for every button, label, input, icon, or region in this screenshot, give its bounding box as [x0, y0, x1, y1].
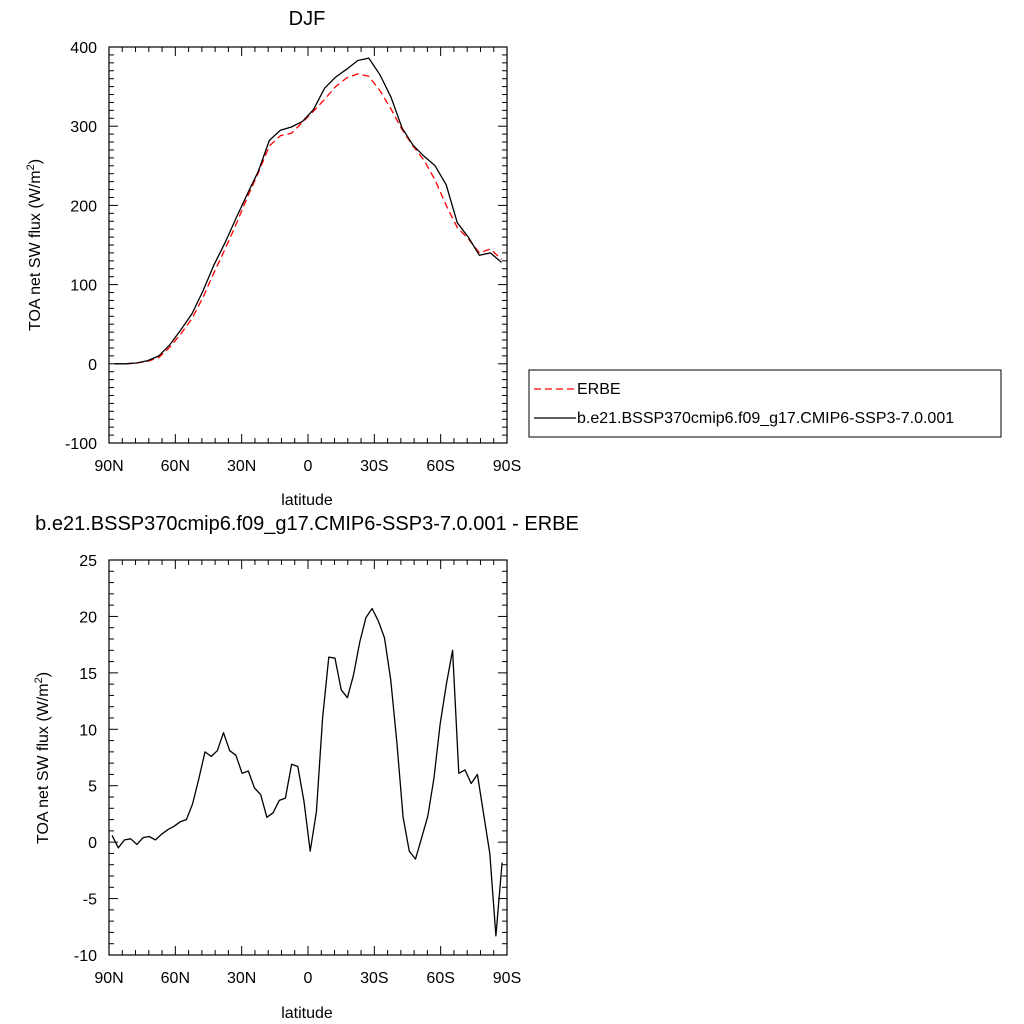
x-axis-label: latitude — [281, 1005, 333, 1022]
y-tick-label: -10 — [74, 948, 97, 965]
y-tick-label: 0 — [88, 835, 97, 852]
x-tick-label: 0 — [304, 970, 313, 987]
legend-label-erbe: ERBE — [577, 381, 621, 398]
y-axis-label: TOA net SW flux (W/m2) — [33, 672, 52, 844]
x-tick-label: 60N — [161, 458, 190, 475]
y-tick-label: 400 — [70, 40, 97, 57]
bottom-chart: b.e21.BSSP370cmip6.f09_g17.CMIP6-SSP3-7.… — [33, 513, 579, 1022]
x-tick-label: 30S — [360, 458, 388, 475]
series-line-erbe — [114, 73, 502, 365]
y-tick-label: 20 — [79, 609, 97, 626]
chart-title: b.e21.BSSP370cmip6.f09_g17.CMIP6-SSP3-7.… — [35, 513, 579, 535]
x-tick-label: 60N — [161, 970, 190, 987]
x-tick-label: 90N — [94, 458, 123, 475]
series-line-difference — [111, 607, 503, 937]
x-tick-label: 30N — [227, 970, 256, 987]
y-tick-label: -100 — [65, 436, 97, 453]
plot-area: 90N 60N 30N 0 30S 60S 90S -10 -5 0 5 10 15 20 25 — [74, 553, 521, 987]
y-axis-label: TOA net SW flux (W/m2) — [25, 159, 44, 331]
legend: ERBE b.e21.BSSP370cmip6.f09_g17.CMIP6-SS… — [528, 369, 1002, 438]
y-tick-label: 10 — [79, 722, 97, 739]
x-tick-label: 60S — [426, 458, 454, 475]
y-tick-label: 0 — [88, 357, 97, 374]
legend-label-model: b.e21.BSSP370cmip6.f09_g17.CMIP6-SSP3-7.… — [577, 410, 954, 427]
y-tick-label: 25 — [79, 553, 97, 570]
plot-area: 90N 60N 30N 0 30S 60S 90S -100 0 100 200 300 400 — [65, 40, 521, 475]
y-tick-label: -5 — [83, 892, 97, 909]
x-tick-label: 30N — [227, 458, 256, 475]
x-tick-label: 0 — [304, 458, 313, 475]
legend-box — [528, 369, 1002, 438]
y-tick-label: 15 — [79, 666, 97, 683]
x-tick-label: 60S — [426, 970, 454, 987]
y-tick-label: 200 — [70, 198, 97, 215]
chart-title: DJF — [289, 8, 326, 30]
top-chart: DJF 90N 60N 30N 0 30S 60S 90S -100 0 100 200 300 400… — [25, 8, 1002, 509]
x-axis-label: latitude — [281, 492, 333, 509]
series-line-model — [114, 57, 502, 365]
x-tick-label: 90S — [493, 458, 521, 475]
plot-frame — [108, 46, 508, 444]
y-tick-label: 5 — [88, 779, 97, 796]
y-tick-label: 300 — [70, 119, 97, 136]
plot-frame — [108, 559, 508, 956]
y-tick-label: 100 — [70, 278, 97, 295]
x-tick-label: 90S — [493, 970, 521, 987]
x-tick-label: 30S — [360, 970, 388, 987]
x-tick-label: 90N — [94, 970, 123, 987]
